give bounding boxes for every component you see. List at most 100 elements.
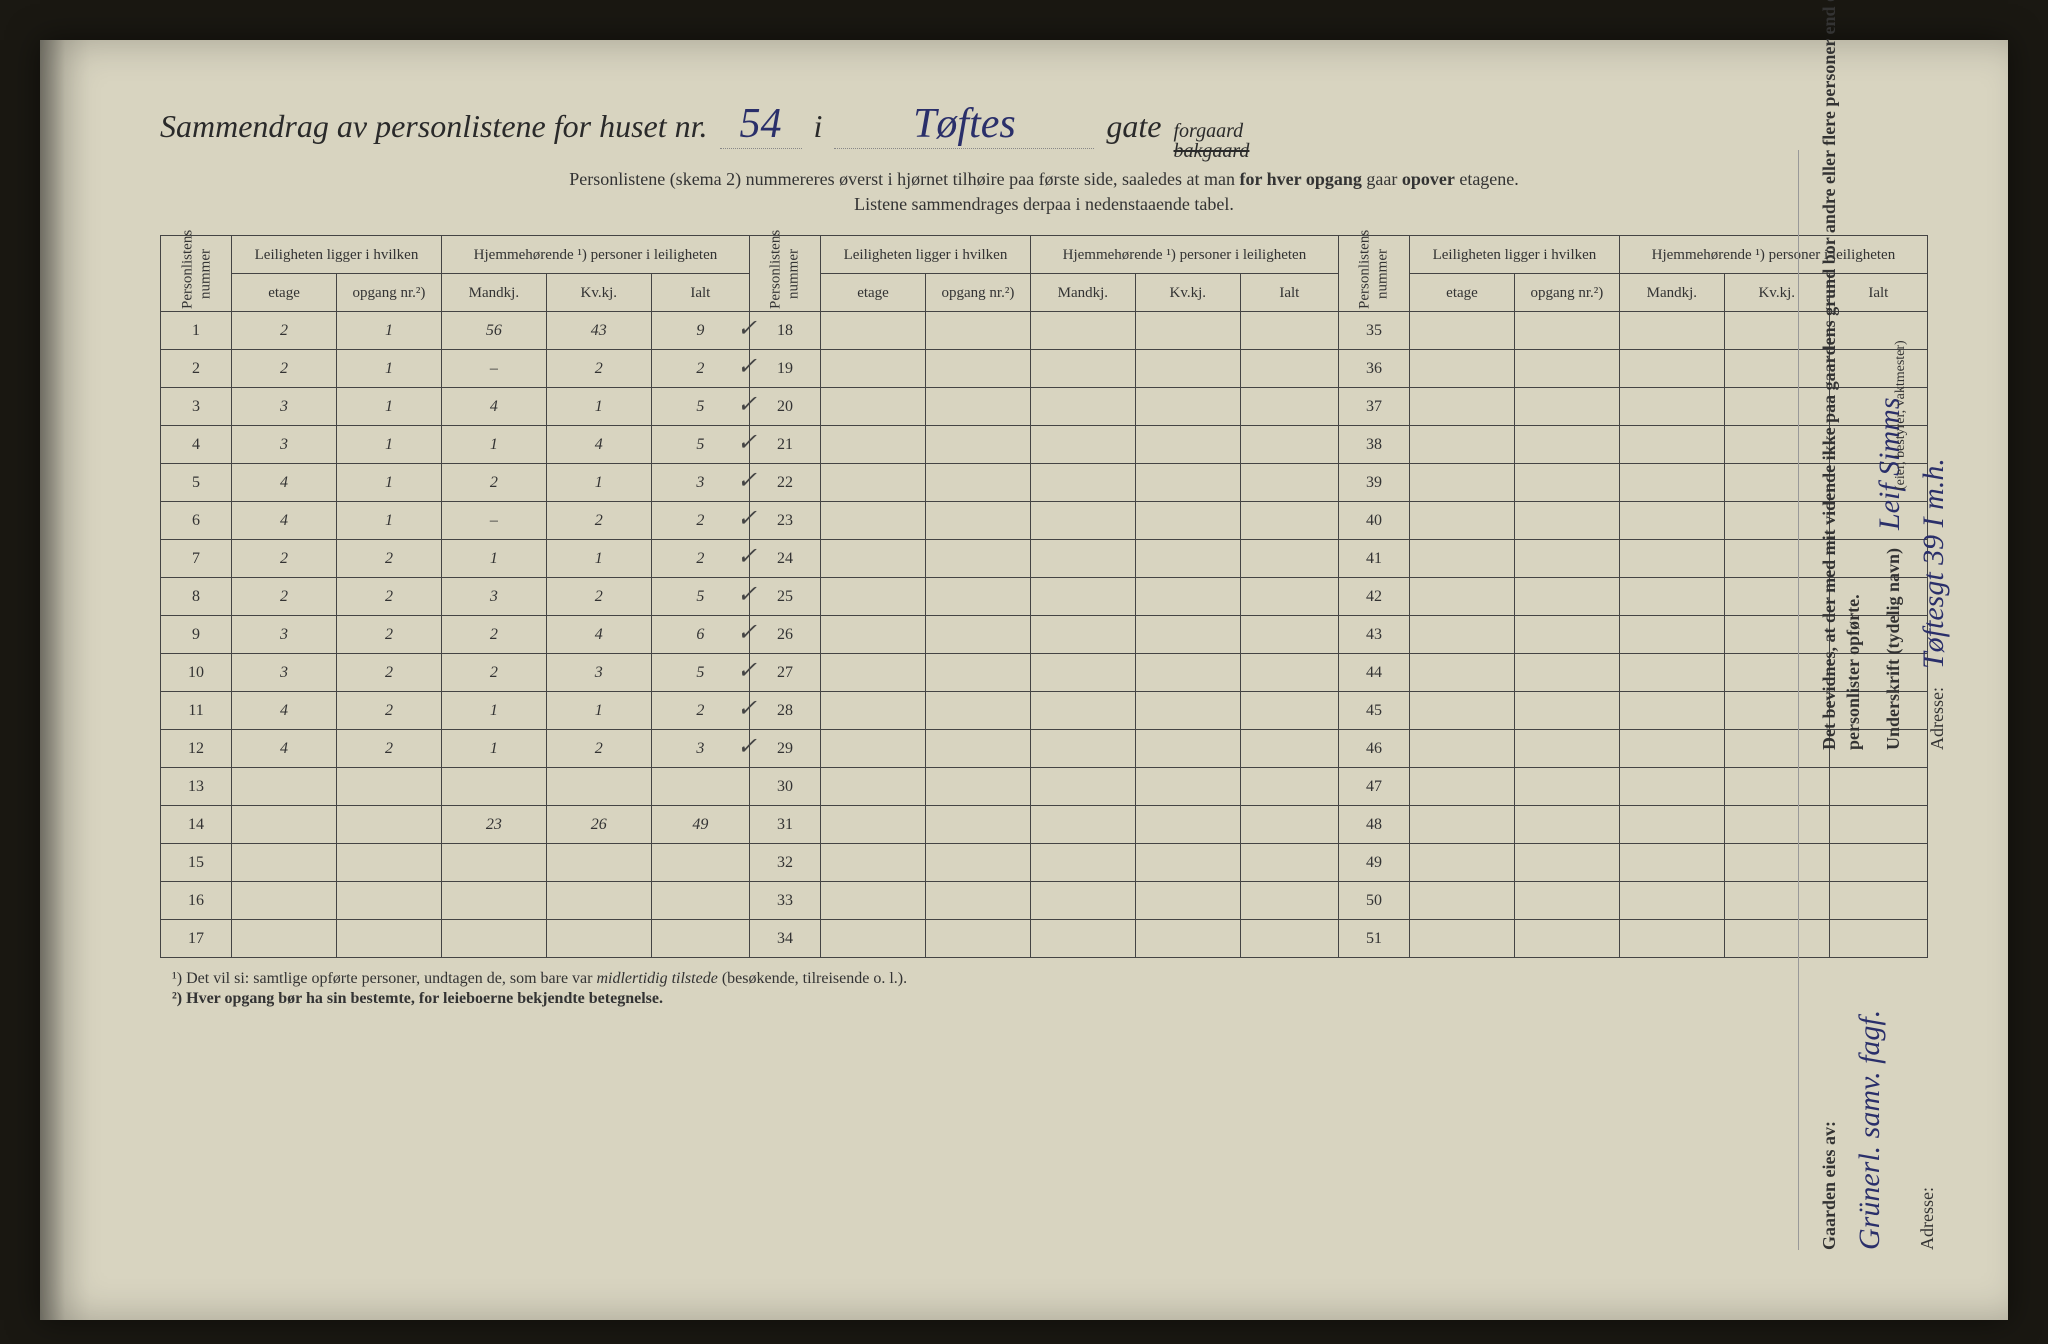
row-num: 31	[749, 806, 820, 844]
table-row: 722112✓2441	[161, 540, 1928, 578]
cell-kvkj	[1135, 540, 1240, 578]
table-row: 541213✓2239	[161, 464, 1928, 502]
subtitle-1: Personlistene (skema 2) nummereres øvers…	[160, 169, 1928, 190]
row-num: 28	[749, 692, 820, 730]
side-bevidnes-text: Det bevidnes, at der med mit vidende ikk…	[1819, 0, 1839, 750]
th-leilighet-2: Leiligheten ligger i hvilken	[821, 236, 1031, 274]
row-num: 32	[749, 844, 820, 882]
table-row: 153249	[161, 844, 1928, 882]
cell-kvkj: 2	[546, 578, 651, 616]
cell-opgang	[1514, 730, 1619, 768]
subtitle-2: Listene sammendrages derpaa i nedenstaae…	[160, 194, 1928, 215]
cell-ialt: 3✓	[651, 464, 749, 502]
cell-opgang	[925, 578, 1030, 616]
cell-etage	[821, 578, 926, 616]
cell-opgang	[1514, 616, 1619, 654]
cell-opgang: 1	[337, 312, 442, 350]
document-page: Sammendrag av personlistene for huset nr…	[40, 40, 2008, 1320]
cell-etage	[821, 844, 926, 882]
cell-opgang	[925, 730, 1030, 768]
cell-opgang: 2	[337, 730, 442, 768]
cell-ialt	[1240, 616, 1338, 654]
cell-opgang	[925, 426, 1030, 464]
row-num: 40	[1338, 502, 1409, 540]
side-personlister: personlister opførte.	[1843, 594, 1864, 750]
cell-etage	[821, 616, 926, 654]
forgaard-label: forgaard	[1174, 121, 1250, 141]
cell-ialt	[1240, 312, 1338, 350]
cell-mandkj	[1030, 616, 1135, 654]
row-num: 15	[161, 844, 232, 882]
cell-etage	[232, 806, 337, 844]
cell-kvkj	[1135, 730, 1240, 768]
cell-ialt	[1240, 426, 1338, 464]
cell-etage: 3	[232, 616, 337, 654]
side-gaarden-row: Gaarden eies av:	[1819, 1121, 1840, 1250]
cell-etage	[821, 654, 926, 692]
cell-ialt: 5✓	[651, 388, 749, 426]
cell-ialt: 5✓	[651, 578, 749, 616]
side-panel: Det bevidnes, at der med mit vidende ikk…	[1798, 150, 1958, 1250]
th-hjemme-2: Hjemmehørende ¹) personer i leiligheten	[1030, 236, 1338, 274]
cell-etage	[821, 806, 926, 844]
cell-kvkj: 1	[546, 692, 651, 730]
cell-kvkj: 2	[546, 350, 651, 388]
side-gaarden-label: Gaarden eies av:	[1819, 1121, 1839, 1250]
house-number-hw: 54	[720, 100, 802, 149]
cell-etage	[1410, 578, 1515, 616]
side-bevidnes: Det bevidnes, at der med mit vidende ikk…	[1819, 150, 1840, 750]
th-etage-2: etage	[821, 274, 926, 312]
cell-etage: 2	[232, 578, 337, 616]
cell-etage	[1410, 502, 1515, 540]
cell-opgang	[1514, 692, 1619, 730]
cell-opgang	[925, 312, 1030, 350]
cell-etage	[821, 768, 926, 806]
row-num: 47	[1338, 768, 1409, 806]
table-row: 431145✓2138	[161, 426, 1928, 464]
cell-opgang: 2	[337, 578, 442, 616]
table-row: 641–22✓2340	[161, 502, 1928, 540]
cell-opgang	[1514, 350, 1619, 388]
cell-etage	[1410, 616, 1515, 654]
cell-opgang	[925, 350, 1030, 388]
cell-opgang	[1514, 578, 1619, 616]
cell-etage	[1410, 692, 1515, 730]
cell-etage	[821, 350, 926, 388]
sub1a: Personlistene (skema 2) nummereres øvers…	[569, 169, 1239, 189]
cell-ialt: 2✓	[651, 502, 749, 540]
cell-etage	[821, 388, 926, 426]
cell-etage	[1410, 540, 1515, 578]
census-table-wrap: Personlistens nummer Leiligheten ligger …	[160, 235, 1928, 958]
bakgaard-struck: bakgaard	[1174, 141, 1250, 161]
row-num: 36	[1338, 350, 1409, 388]
cell-opgang	[337, 768, 442, 806]
cell-ialt	[1240, 578, 1338, 616]
cell-opgang	[1514, 920, 1619, 958]
cell-etage	[232, 920, 337, 958]
cell-opgang	[1514, 388, 1619, 426]
table-row: 1142112✓2845	[161, 692, 1928, 730]
cell-mandkj	[1619, 768, 1724, 806]
cell-etage: 3	[232, 388, 337, 426]
row-num: 13	[161, 768, 232, 806]
cell-opgang	[337, 806, 442, 844]
cell-mandkj	[1030, 692, 1135, 730]
row-num: 33	[749, 882, 820, 920]
cell-kvkj	[546, 882, 651, 920]
row-num: 12	[161, 730, 232, 768]
cell-etage	[1410, 654, 1515, 692]
cell-etage	[821, 426, 926, 464]
cell-etage	[821, 464, 926, 502]
cell-mandkj	[441, 882, 546, 920]
cell-kvkj	[1135, 464, 1240, 502]
cell-mandkj	[1030, 578, 1135, 616]
cell-mandkj	[1619, 312, 1724, 350]
th-etage-1: etage	[232, 274, 337, 312]
cell-mandkj	[1619, 616, 1724, 654]
cell-mandkj	[1619, 692, 1724, 730]
cell-mandkj	[1030, 768, 1135, 806]
sub1c: gaar	[1362, 169, 1402, 189]
row-num: 20	[749, 388, 820, 426]
table-row: 173451	[161, 920, 1928, 958]
th-ialt-2: Ialt	[1240, 274, 1338, 312]
